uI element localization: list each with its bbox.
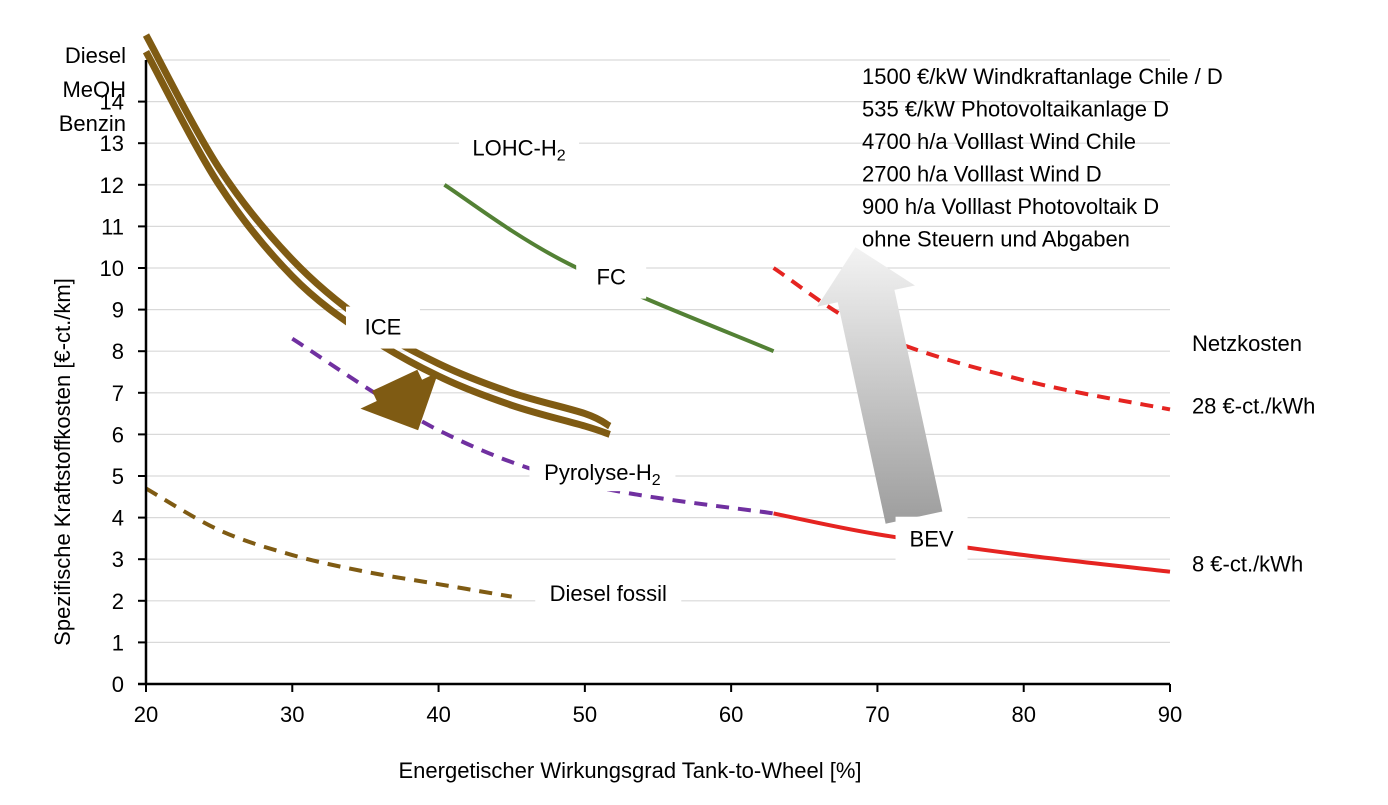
annotation-text-28-ct-kwh: 28 €-ct./kWh: [1192, 394, 1315, 419]
x-tick-label-70: 70: [865, 702, 889, 727]
y-tick-label-14: 14: [100, 90, 124, 115]
y-tick-label-2: 2: [112, 589, 124, 614]
annotation-text-lohc-h2: LOHC-H2: [472, 136, 565, 165]
y-tick-label-0: 0: [112, 672, 124, 697]
fuel-label-benzin: Benzin: [59, 111, 126, 136]
series-line-8-ct-kwh-6: [773, 511, 1171, 574]
y-tick-label-6: 6: [112, 422, 124, 447]
annotation-netzkosten: Netzkosten: [1192, 331, 1302, 356]
annotation-text-netzkosten: Netzkosten: [1192, 331, 1302, 356]
annotation-pyrolyse-h2: Pyrolyse-H2: [529, 455, 676, 492]
annotation-ice: ICE: [345, 306, 420, 349]
y-tick-label-9: 9: [112, 298, 124, 323]
y-tick-label-3: 3: [112, 547, 124, 572]
x-tick-label-60: 60: [719, 702, 743, 727]
annotation-text-bev: BEV: [910, 527, 954, 552]
x-tick-label-90: 90: [1158, 702, 1182, 727]
axes: [138, 60, 1171, 692]
annotation-bev: BEV: [895, 516, 968, 563]
annotation-lohc-h2: LOHC-H2: [459, 131, 580, 166]
x-tick-label-80: 80: [1011, 702, 1035, 727]
series-line-ice-0: [142, 33, 612, 430]
annotation-diesel-fossil: Diesel fossil: [535, 578, 682, 609]
assumption-line-2: 535 €/kW Photovoltaikanlage D: [862, 97, 1169, 122]
x-tick-label-30: 30: [280, 702, 304, 727]
annotation-text-pyrolyse-h2: Pyrolyse-H2: [544, 460, 661, 489]
annotation-bg-diesel-fossil: [535, 578, 682, 609]
y-tick-label-10: 10: [100, 256, 124, 281]
series-line-pyrolyse-h2-3: [291, 337, 774, 516]
ice-arrow: [360, 369, 439, 431]
y-tick-label-12: 12: [100, 173, 124, 198]
annotation-text-diesel-fossil: Diesel fossil: [550, 581, 667, 606]
annotation-text-ice: ICE: [365, 315, 402, 340]
series-line-lohc-h2-2: [443, 183, 775, 354]
annotation-text-fc: FC: [597, 265, 626, 290]
bev-arrow: [817, 247, 943, 524]
annotation-28-ct-kwh: 28 €-ct./kWh: [1192, 394, 1315, 419]
annotation-bg-bev: [895, 516, 968, 563]
series-line-28-ct-kwh-5: [772, 266, 1171, 412]
fuel-label-meoh: MeOH: [62, 77, 126, 102]
series-line-ice-1: [142, 49, 611, 438]
x-tick-label-50: 50: [573, 702, 597, 727]
assumption-line-3: 4700 h/a Volllast Wind Chile: [862, 129, 1136, 154]
assumption-line-5: 900 h/a Volllast Photovoltaik D: [862, 194, 1159, 219]
y-tick-label-1: 1: [112, 630, 124, 655]
series-line-diesel-fossil-4: [145, 486, 513, 599]
y-axis-title: Spezifische Kraftstoffkosten [€-ct./km]: [50, 278, 75, 646]
y-tick-label-5: 5: [112, 464, 124, 489]
annotation-text-8-ct-kwh: 8 €-ct./kWh: [1192, 552, 1303, 577]
annotation-8-ct-kwh: 8 €-ct./kWh: [1192, 552, 1303, 577]
x-axis-title: Energetischer Wirkungsgrad Tank-to-Wheel…: [398, 758, 861, 783]
annotation-fc: FC: [576, 256, 647, 299]
assumption-line-4: 2700 h/a Volllast Wind D: [862, 162, 1102, 187]
x-tick-label-40: 40: [426, 702, 450, 727]
annotation-bg-ice: [345, 306, 420, 349]
annotation-bg-fc: [576, 256, 647, 299]
y-tick-label-4: 4: [112, 506, 124, 531]
annotation-labels: Diesel MeOH Benzin 1500 €/kW Windkraftanlag…: [59, 43, 1315, 609]
y-tick-label-8: 8: [112, 339, 124, 364]
assumption-line-1: 1500 €/kW Windkraftanlage Chile / D: [862, 64, 1223, 89]
y-tick-label-13: 13: [100, 131, 124, 156]
annotation-bg-lohc-h2: [459, 131, 580, 166]
fuel-label-diesel: Diesel: [65, 43, 126, 68]
arrows-layer: [360, 247, 943, 524]
annotation-bg-pyrolyse-h2: [529, 455, 676, 492]
y-tick-label-7: 7: [112, 381, 124, 406]
assumption-line-6: ohne Steuern und Abgaben: [862, 227, 1130, 252]
y-tick-label-11: 11: [101, 214, 124, 239]
x-tick-label-20: 20: [134, 702, 158, 727]
